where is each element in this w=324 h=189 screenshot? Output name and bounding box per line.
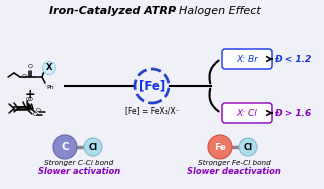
Text: O: O (26, 97, 30, 102)
Text: Fe: Fe (214, 143, 226, 152)
Text: - Halogen Effect: - Halogen Effect (168, 6, 260, 16)
Text: [Fe] = FeX₃/X⁻: [Fe] = FeX₃/X⁻ (125, 106, 179, 115)
Text: O: O (33, 112, 38, 118)
Text: O: O (21, 74, 27, 78)
Text: Iron-Catalyzed ATRP: Iron-Catalyzed ATRP (50, 6, 177, 16)
Circle shape (208, 135, 232, 159)
Circle shape (53, 135, 77, 159)
Text: Slower deactivation: Slower deactivation (187, 167, 281, 177)
Text: Ð > 1.6: Ð > 1.6 (274, 108, 312, 118)
Text: O: O (28, 97, 32, 102)
Text: Stronger C-Cl bond: Stronger C-Cl bond (44, 160, 114, 166)
Text: Cl: Cl (243, 143, 253, 152)
Text: [Fe]: [Fe] (139, 80, 165, 92)
Text: X: Br: X: Br (236, 54, 258, 64)
Text: O: O (36, 108, 41, 114)
Circle shape (84, 138, 102, 156)
FancyBboxPatch shape (222, 49, 272, 69)
Text: Stronger Fe-Cl bond: Stronger Fe-Cl bond (198, 160, 270, 166)
Text: Slower activation: Slower activation (38, 167, 120, 177)
FancyBboxPatch shape (222, 103, 272, 123)
Text: C: C (61, 142, 69, 152)
Text: X: X (46, 64, 52, 73)
Text: Ð < 1.2: Ð < 1.2 (274, 54, 312, 64)
Text: Cl: Cl (88, 143, 98, 152)
Circle shape (42, 61, 55, 74)
Text: +: + (25, 88, 35, 101)
Circle shape (239, 138, 257, 156)
Text: O: O (28, 64, 32, 70)
Text: Ph: Ph (46, 85, 54, 90)
Text: X: Cl: X: Cl (237, 108, 257, 118)
